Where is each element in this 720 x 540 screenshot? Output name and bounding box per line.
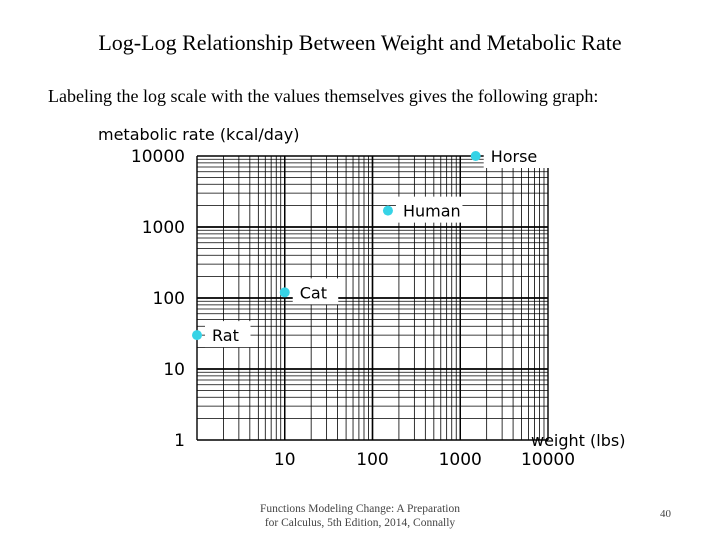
tick-labels: 10 100 1000 10000 1 10 100 1000 10000 [131,147,575,470]
data-point-cat [279,287,290,298]
x-axis-label: weight (lbs) [531,431,625,450]
slide-subtitle: Labeling the log scale with the values t… [48,86,599,106]
citation-line-1: Functions Modeling Change: A Preparation [260,503,460,515]
footer-citation: Functions Modeling Change: A Preparation… [250,502,470,530]
x-tick-label: 10000 [521,450,575,470]
data-point-human [382,205,393,216]
y-tick-label: 1 [174,431,185,451]
citation-line-2: for Calculus, 5th Edition, 2014, Connall… [264,517,456,529]
page-number: 40 [660,508,671,520]
point-label-background [292,278,339,305]
x-tick-label: 10 [274,450,296,470]
data-points: Rat Cat Human Horse [192,142,551,348]
y-tick-label: 1000 [142,218,185,238]
point-label-background [205,321,251,348]
y-tick-label: 100 [153,289,185,309]
y-tick-label: 10000 [131,147,185,167]
y-axis-label: metabolic rate (kcal/day) [98,125,299,144]
point-label-background [395,196,463,223]
point-label-background [483,142,551,168]
data-point-horse [470,151,481,161]
y-tick-label: 10 [163,360,185,380]
slide-title: Log-Log Relationship Between Weight and … [98,30,622,55]
data-point-rat [192,330,202,341]
point-label-human: Human [403,202,461,221]
point-label-cat: Cat [300,283,327,302]
point-label-horse: Horse [491,147,538,166]
x-tick-label: 100 [356,450,388,470]
x-tick-label: 1000 [439,450,482,470]
point-label-rat: Rat [212,326,239,345]
grid [196,155,549,441]
